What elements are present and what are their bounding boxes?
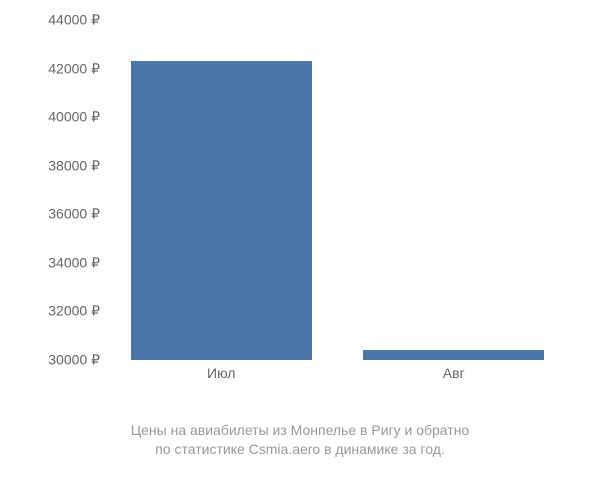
y-tick-label: 40000 ₽ (48, 109, 100, 126)
caption-line1: Цены на авиабилеты из Монпелье в Ригу и … (131, 422, 469, 438)
bar (363, 350, 544, 360)
price-chart: 30000 ₽ 32000 ₽ 34000 ₽ 36000 ₽ 38000 ₽ 40000… (30, 10, 570, 400)
chart-caption: Цены на авиабилеты из Монпелье в Ригу и … (0, 421, 600, 460)
y-tick-label: 38000 ₽ (48, 157, 100, 174)
y-tick-label: 42000 ₽ (48, 60, 100, 77)
plot-area (105, 20, 570, 360)
x-tick-label: Июл (207, 365, 235, 381)
caption-line2: по статистике Csmia.aero в динамике за г… (155, 441, 445, 457)
bar (131, 61, 312, 360)
x-tick-label: Авг (443, 365, 465, 381)
y-tick-label: 32000 ₽ (48, 303, 100, 320)
y-tick-label: 44000 ₽ (48, 12, 100, 29)
y-tick-label: 34000 ₽ (48, 254, 100, 271)
y-tick-label: 36000 ₽ (48, 206, 100, 223)
y-tick-label: 30000 ₽ (48, 352, 100, 369)
